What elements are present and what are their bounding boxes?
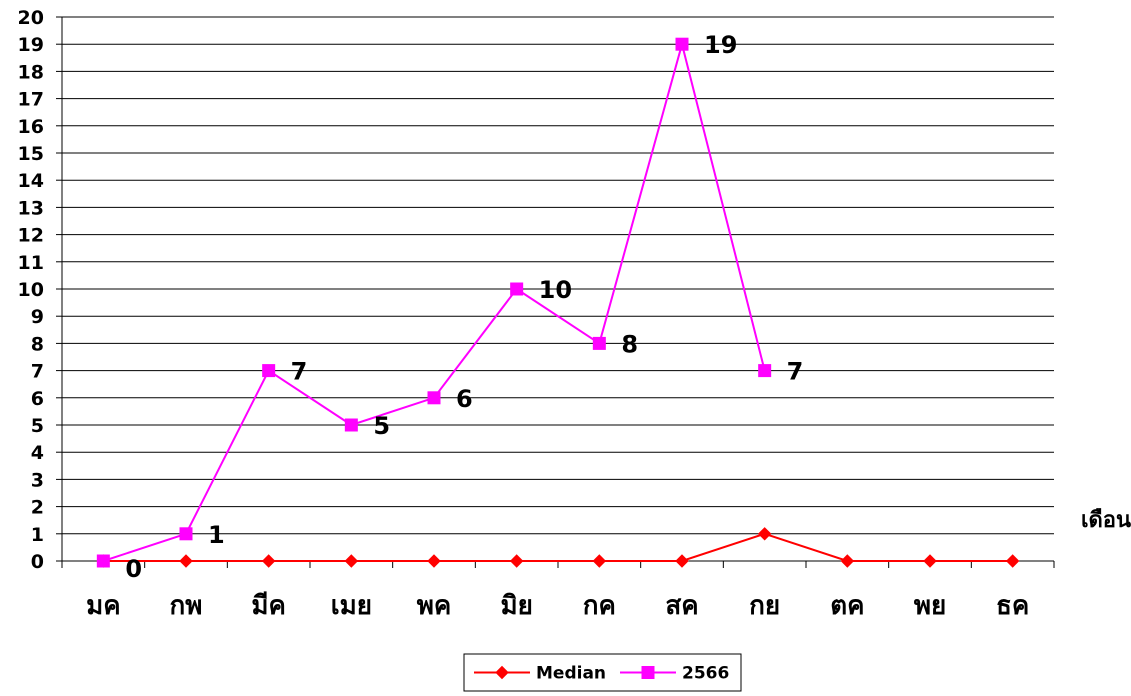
series-point-diamond [923,554,937,568]
series-point-square [427,391,441,405]
series-point-square [510,282,524,296]
series-point-diamond [179,554,193,568]
data-label: 19 [704,31,737,59]
y-tick-label: 11 [18,252,44,274]
series-point-square [758,364,772,378]
x-tick-label: มค [86,591,121,621]
y-tick-label: 2 [31,497,44,519]
y-tick-label: 20 [18,7,44,29]
data-label: 0 [125,555,142,583]
series-point-diamond [427,554,441,568]
series-point-square [96,554,110,568]
x-tick-label: มีค [251,591,286,621]
y-tick-label: 15 [18,143,44,165]
y-tick-label: 6 [31,388,44,410]
series-point-diamond [840,554,855,568]
legend-item: 2566 [620,664,729,684]
x-tick-label: กย [749,591,780,621]
series-line [103,532,1013,562]
series-point-diamond [495,665,509,680]
series-point-diamond [757,527,772,541]
legend-label: Median [536,664,606,684]
data-label: 5 [373,412,390,440]
x-tick-label: พย [914,591,946,621]
legend-label: 2566 [682,664,729,684]
series-layer [96,37,1020,568]
series-point-diamond [509,554,524,568]
y-tick-label: 8 [31,333,44,355]
y-tick-label: 19 [18,34,44,56]
y-tick-label: 7 [31,361,44,383]
data-label: 1 [208,521,225,549]
series-point-diamond [675,554,689,568]
series-point-square [675,37,689,51]
y-tick-label: 18 [18,61,44,83]
data-labels: 0 1 7 5 6 10 8 19 7 [125,31,803,583]
series-point-square [592,336,606,350]
gridlines [62,16,1054,535]
y-tick-label: 3 [31,469,44,491]
y-tick-label: 5 [31,415,44,437]
series-point-square [344,418,358,432]
x-tick-label: ตค [830,591,864,621]
series-point-diamond [1005,554,1020,568]
y-tick-label: 13 [18,197,44,219]
y-tick-label: 10 [18,279,44,301]
x-tick-label: เมย [331,591,372,621]
series-2566 [96,37,772,568]
legend: Median 2566 [463,653,742,692]
series-point-square [262,364,276,378]
series-point-square [641,666,655,679]
data-label: 10 [539,276,572,304]
series-point-diamond [592,554,607,568]
y-tick-label: 4 [31,442,44,464]
data-label: 8 [621,330,638,358]
x-tick-label: มิย [500,591,532,621]
x-tick-label: พค [417,591,452,621]
series-Median [96,527,1020,568]
y-tick-label: 17 [18,89,44,111]
x-axis-title: เดือน [1081,508,1131,533]
x-axis-ticks: มค กพ มีค เมย พค มิย กค สค กย ตค พย ธค [61,561,1055,621]
y-tick-label: 9 [31,306,44,328]
y-tick-label: 14 [18,170,44,192]
series-line [103,40,766,562]
x-tick-label: สค [665,591,698,621]
series-point-diamond [344,554,359,568]
series-point-square [179,527,193,541]
y-tick-label: 1 [31,524,44,546]
y-tick-label: 12 [18,225,44,247]
x-tick-label: ธค [996,591,1029,621]
data-label: 6 [456,385,473,413]
y-tick-label: 0 [31,551,44,573]
data-label: 7 [787,358,804,386]
legend-item: Median [474,664,606,684]
x-tick-label: กพ [170,591,203,621]
data-label: 7 [291,358,308,386]
x-tick-label: กค [583,591,616,621]
series-point-diamond [261,554,276,568]
y-tick-label: 16 [18,116,44,138]
